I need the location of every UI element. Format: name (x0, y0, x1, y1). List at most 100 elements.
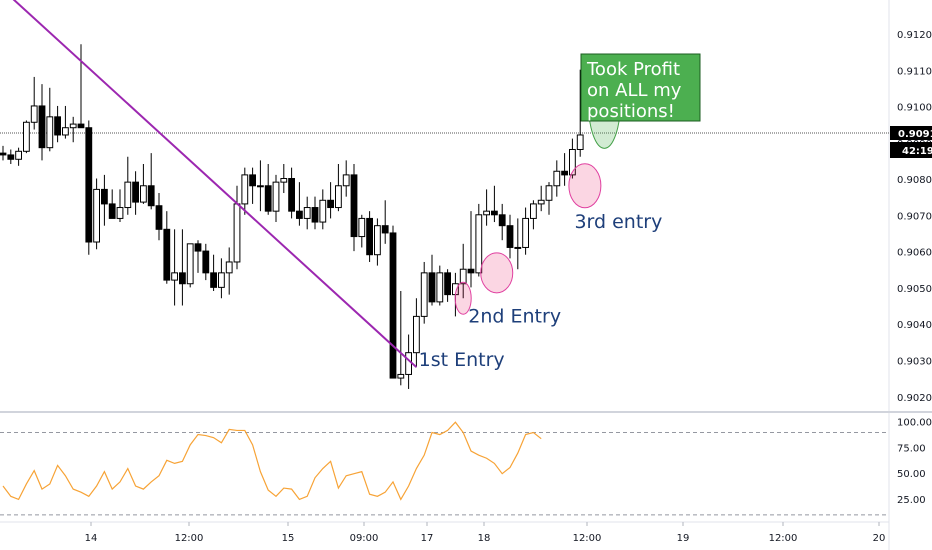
countdown-value: 42:19 (902, 146, 932, 157)
candle-body (413, 315, 420, 354)
candle-body (514, 246, 522, 249)
candle-body (69, 123, 77, 129)
candle-body (296, 210, 303, 219)
candle-body (311, 207, 319, 223)
candle-body (569, 148, 576, 176)
candle-body (327, 199, 335, 209)
candle-body (171, 272, 178, 281)
time-tick-label: 12:00 (573, 533, 602, 544)
candle-body (140, 185, 147, 203)
time-tick-label: 15 (282, 533, 295, 544)
candle-body (38, 105, 46, 149)
rsi-tick-label: 50.00 (897, 469, 926, 480)
candle-body (498, 214, 506, 227)
candle-body (225, 261, 233, 274)
candle-body (147, 185, 155, 207)
candle-body (194, 243, 202, 252)
candle-body (23, 121, 30, 152)
last-price-badge (890, 126, 932, 140)
candle-body (249, 174, 256, 187)
candle-body (530, 203, 537, 219)
candle-body (15, 150, 22, 160)
time-tick-label: 09:00 (350, 533, 379, 544)
candle-body (350, 174, 358, 238)
last-price-tag: 0.90911 42:19 (890, 126, 932, 158)
candle-body (101, 188, 108, 205)
time-tick-label: 17 (421, 533, 434, 544)
callout-line-1: Took Profit (586, 59, 680, 80)
candle-body (475, 214, 483, 274)
time-tick-label: 12:00 (175, 533, 204, 544)
candle-body (264, 185, 272, 212)
trendline[interactable] (3, 0, 418, 368)
candle-body (319, 199, 327, 223)
candle-body (77, 123, 85, 129)
candle-body (545, 185, 553, 201)
candle-body (108, 203, 116, 219)
candle-series (0, 44, 584, 389)
trendline-group[interactable] (3, 0, 418, 368)
countdown-badge (890, 142, 932, 158)
take-profit-callout[interactable]: Took Profit on ALL my positions! (580, 53, 701, 122)
rsi-tick-label: 25.00 (897, 495, 926, 506)
candle-body (381, 225, 389, 234)
entry-annotation[interactable]: 3rd entry (574, 211, 662, 233)
entry-highlight-circle[interactable] (480, 252, 514, 294)
candle-body (233, 203, 241, 263)
candle-body (179, 272, 186, 285)
callout-box (580, 53, 701, 122)
candle-body (483, 210, 491, 216)
candle-body (506, 225, 514, 248)
candle-body (491, 210, 498, 216)
candle-body (257, 185, 264, 188)
entry-annotation[interactable]: 2nd Entry (468, 306, 561, 328)
candle-body (30, 105, 38, 123)
candle-body (7, 154, 15, 160)
candle-body (93, 188, 100, 243)
callout-line-3: positions! (587, 101, 675, 122)
candle-body (186, 243, 194, 285)
candle-body (366, 217, 374, 256)
last-price-value: 0.90911 (898, 129, 932, 140)
candle-body (459, 268, 467, 285)
candle-body (576, 134, 584, 150)
price-tick-label: 0.90200 (897, 393, 932, 404)
candle-body (202, 250, 210, 274)
candle-body (116, 207, 124, 219)
candle-body (342, 174, 350, 187)
candle-body (374, 225, 381, 256)
entry-annotation[interactable]: 1st Entry (419, 349, 505, 371)
candle-body (272, 181, 280, 212)
rsi-tick-label: 75.00 (897, 443, 926, 454)
candle-body (358, 217, 366, 238)
candle-body (303, 207, 311, 219)
candle-body (54, 116, 62, 136)
candle-body (428, 272, 436, 303)
candle-body (155, 205, 163, 230)
entry-highlight-circle[interactable] (568, 163, 602, 209)
candle-body (436, 272, 444, 303)
candle-body (210, 272, 217, 288)
entry-highlight-circle[interactable] (454, 281, 472, 315)
time-tick-label: 14 (85, 533, 98, 544)
candle-body (280, 178, 288, 183)
rsi-tick-label: 100.00 (897, 418, 932, 429)
candle-body (444, 272, 452, 296)
candle-body (397, 373, 405, 379)
candle-body (124, 181, 132, 209)
entry-annotations[interactable]: 1st Entry 2nd Entry 3rd entry (419, 211, 663, 371)
candle-body (132, 181, 139, 203)
candle-body (335, 185, 342, 209)
candle-body (62, 127, 69, 136)
candle-body (241, 174, 249, 205)
candle-body (288, 178, 296, 212)
